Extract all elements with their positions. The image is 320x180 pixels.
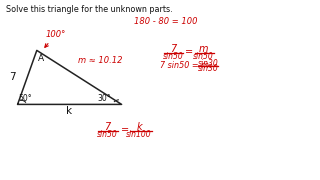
Text: sin50: sin50: [163, 52, 183, 61]
Text: 50°: 50°: [18, 94, 32, 103]
Text: =: =: [185, 48, 194, 58]
Text: k: k: [66, 106, 72, 116]
Text: sin30: sin30: [198, 64, 218, 73]
Text: Solve this triangle for the unknown parts.: Solve this triangle for the unknown part…: [6, 4, 173, 14]
Text: 100°: 100°: [45, 30, 66, 47]
Text: 7: 7: [104, 122, 110, 132]
Text: m: m: [198, 44, 208, 54]
Text: 7: 7: [170, 44, 176, 54]
Text: =: =: [121, 125, 129, 136]
Text: 30°: 30°: [97, 94, 111, 103]
Text: sin100: sin100: [126, 130, 152, 139]
Text: 7 sin50 = m: 7 sin50 = m: [160, 61, 209, 70]
Text: sin50: sin50: [97, 130, 117, 139]
Text: 7: 7: [9, 71, 15, 82]
Text: m ≈ 10.12: m ≈ 10.12: [78, 56, 123, 65]
Text: k: k: [136, 122, 142, 132]
Text: sin50: sin50: [193, 52, 213, 61]
Text: sin30: sin30: [198, 59, 218, 68]
Text: A: A: [38, 54, 44, 63]
Text: 180 - 80 = 100: 180 - 80 = 100: [134, 17, 198, 26]
